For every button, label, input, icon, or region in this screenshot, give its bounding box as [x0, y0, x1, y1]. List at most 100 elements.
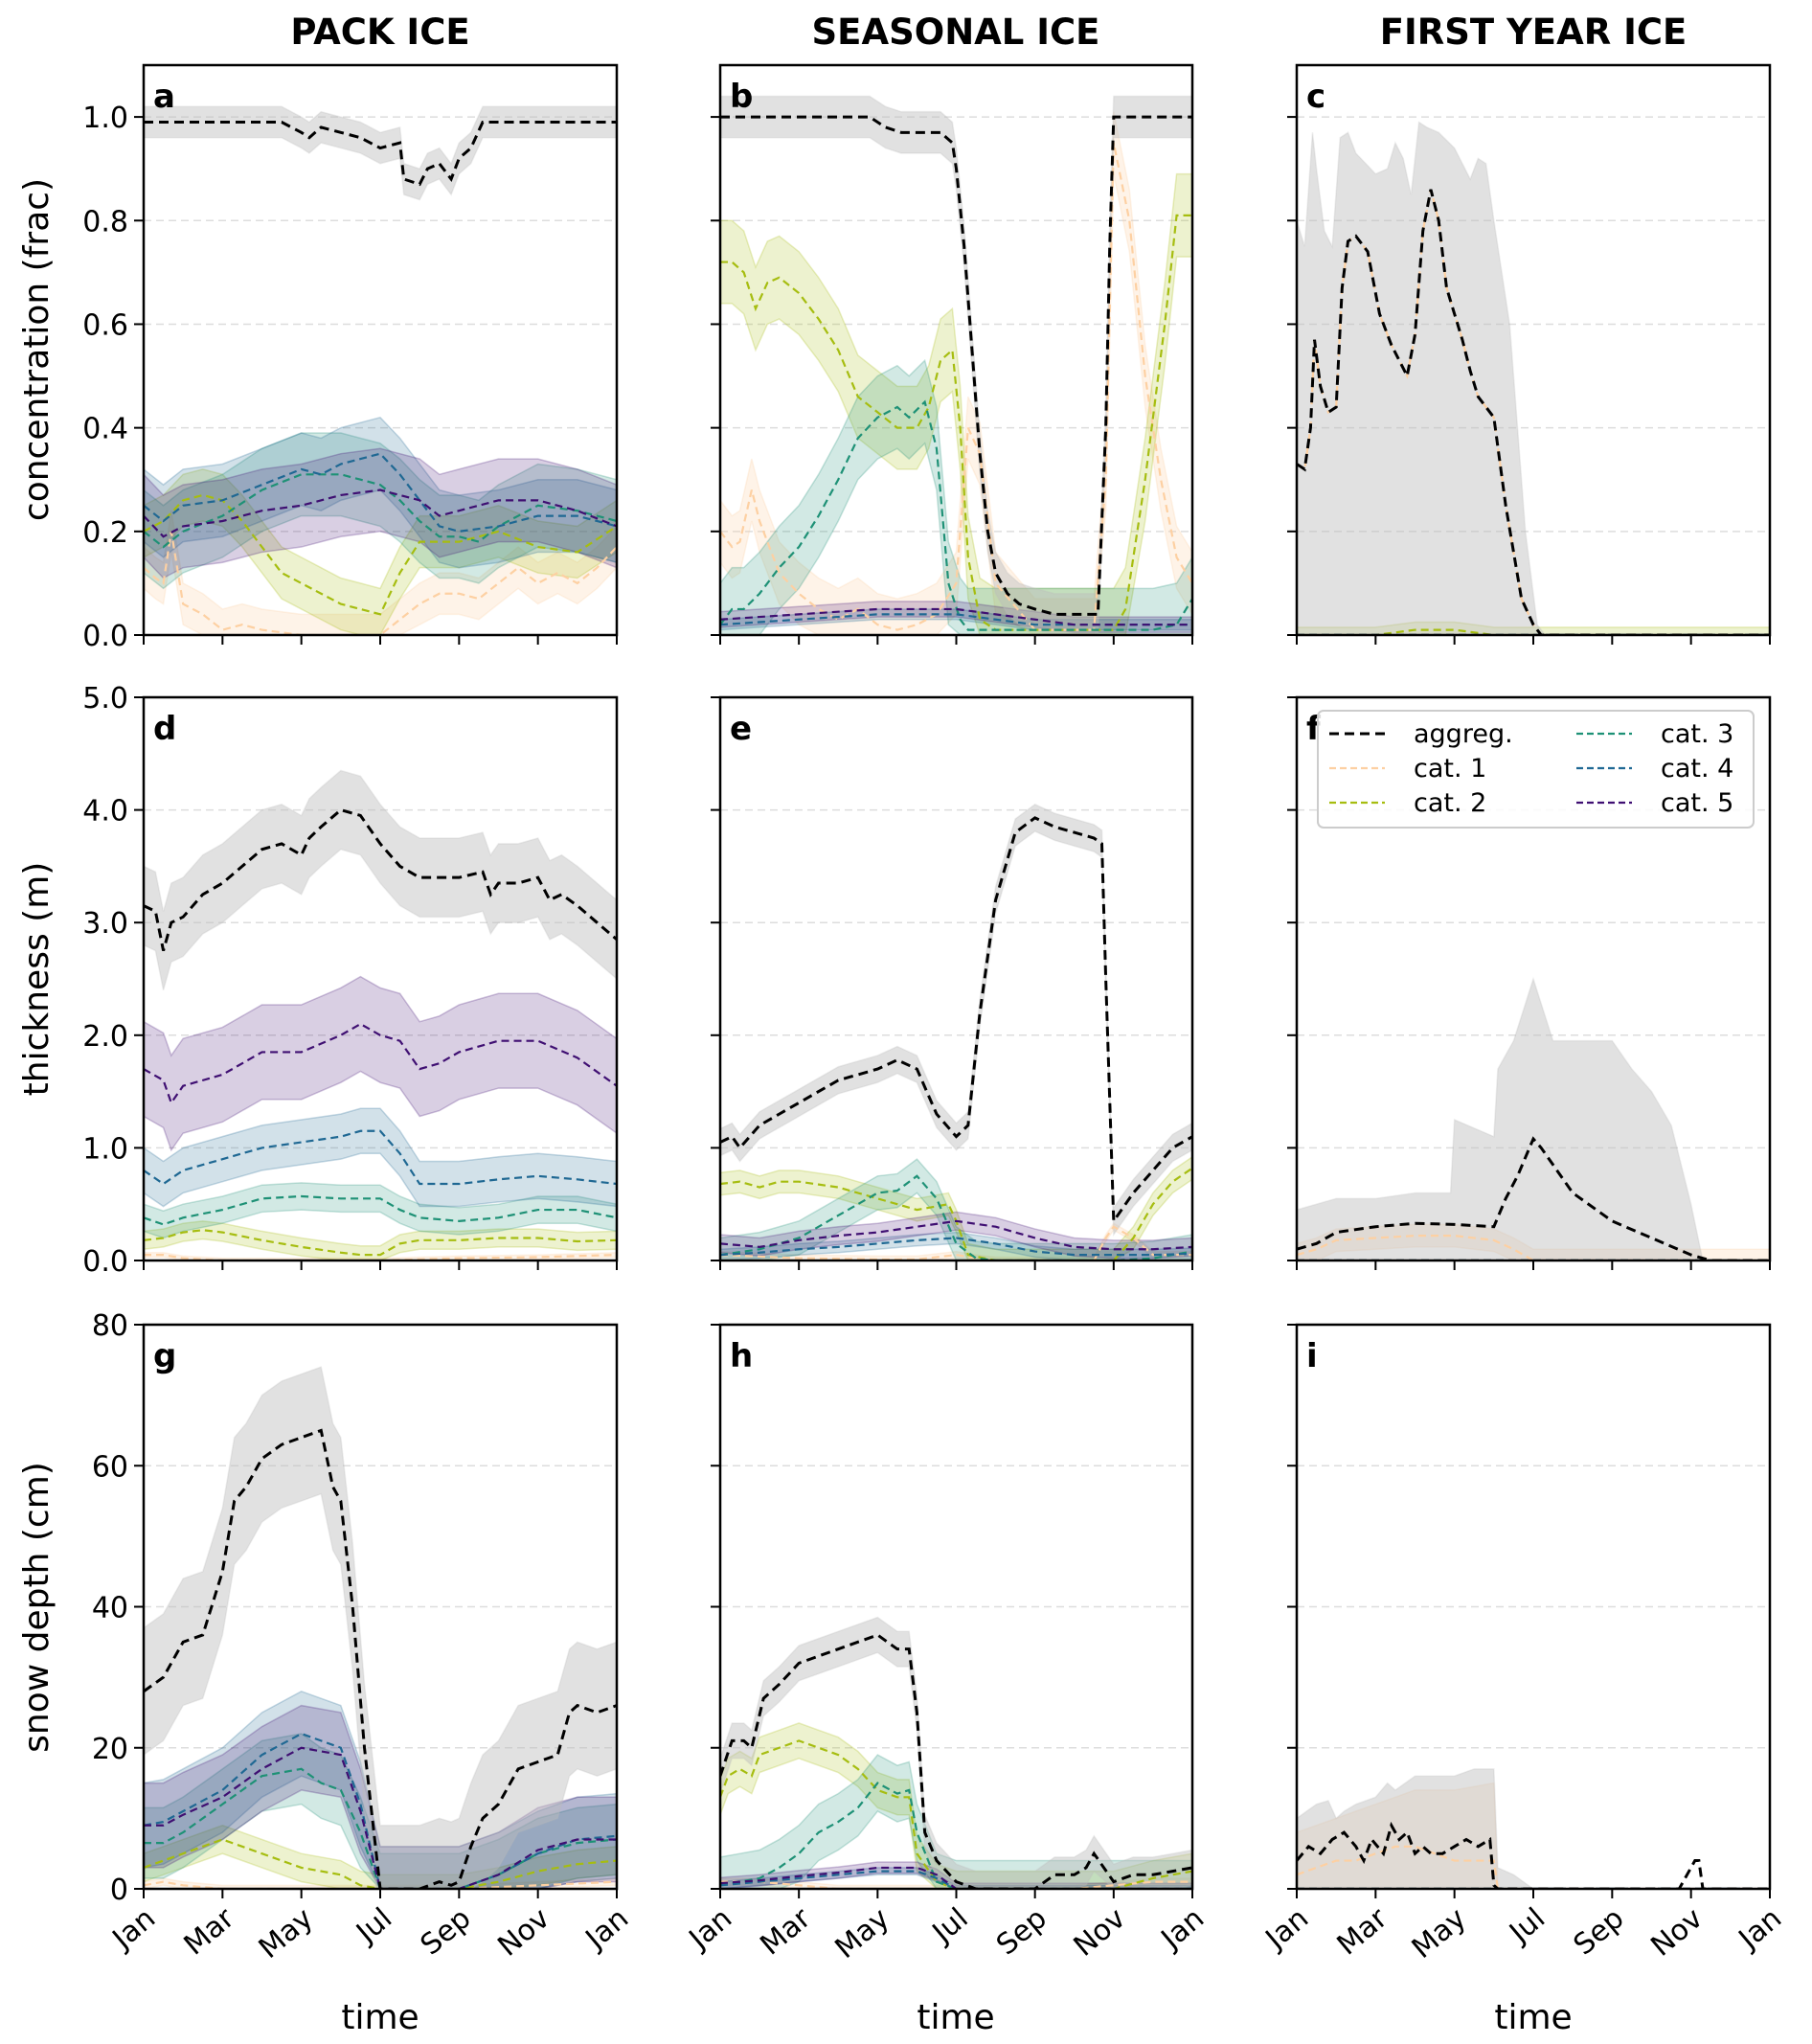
ytick-label: 4.0	[82, 795, 128, 829]
panel-e: e	[711, 695, 1194, 1270]
line-cat5	[144, 1022, 617, 1105]
line-cat2	[144, 493, 617, 616]
xtick-label: Jan	[578, 1901, 635, 1957]
xlabel-col-3: time	[1494, 1998, 1572, 2037]
plot-area	[144, 105, 617, 635]
band-cat3	[144, 1733, 617, 1889]
band-aggreg	[1297, 1768, 1770, 1889]
panel-label-e: e	[730, 710, 752, 748]
ytick-label: 60	[92, 1450, 128, 1484]
band-aggreg	[720, 803, 1192, 1238]
line-aggreg	[720, 115, 1192, 616]
ytick-label: 0.6	[82, 308, 128, 342]
legend-box	[1317, 710, 1755, 829]
xtick-label: Mar	[1331, 1901, 1394, 1963]
xlabel-col-2: time	[917, 1998, 994, 2037]
legend-label-aggreg: aggreg.	[1414, 719, 1513, 749]
y-axis-labels: concentration (frac) thickness (m) snow …	[17, 178, 57, 1753]
column-titles: PACK ICE SEASONAL ICE FIRST YEAR ICE	[290, 11, 1687, 53]
panel-i: Jan Mar May Jul Sep Nov Jan i	[1258, 1323, 1788, 1965]
line-cat4	[144, 1129, 617, 1186]
panel-label-a: a	[153, 78, 175, 116]
band-cat1	[144, 511, 617, 635]
line-cat5	[720, 1219, 1192, 1251]
xtick-label: Jul	[925, 1901, 975, 1950]
ylabel-concentration: concentration (frac)	[17, 178, 57, 521]
line-aggreg	[144, 807, 617, 952]
band-aggreg	[1297, 121, 1770, 635]
plot-area	[1297, 121, 1770, 635]
band-cat1	[720, 1877, 1192, 1889]
xtick-label: Jan	[682, 1901, 738, 1957]
ytick-label: 0.0	[82, 1245, 128, 1279]
plot-area	[1297, 1768, 1770, 1889]
ytick-label: 1.0	[82, 1132, 128, 1166]
line-cat3	[144, 1194, 617, 1226]
band-cat2	[144, 1824, 617, 1889]
band-cat2	[720, 1722, 1192, 1889]
column-title-seasonal-ice: SEASONAL ICE	[812, 11, 1100, 53]
plot-area	[720, 803, 1192, 1260]
line-cat3	[720, 1782, 1192, 1889]
line-cat5	[720, 607, 1192, 626]
ytick-label: 5.0	[82, 682, 128, 715]
band-aggreg	[720, 95, 1192, 635]
band-aggreg	[144, 1366, 617, 1889]
band-cat5	[144, 975, 617, 1152]
legend-label-cat3: cat. 3	[1661, 719, 1733, 749]
line-cat2	[144, 1229, 617, 1257]
band-cat4	[144, 416, 617, 569]
band-aggreg	[1297, 976, 1770, 1260]
panel-d: 0.0 1.0 2.0 3.0 4.0 5.0 d	[82, 682, 619, 1279]
panel-label-d: d	[153, 710, 176, 748]
ytick-label: 40	[92, 1592, 128, 1625]
panel-c: c	[1287, 63, 1772, 645]
band-cat1	[1297, 1782, 1770, 1889]
panel-label-b: b	[730, 78, 753, 116]
xlabel-col-1: time	[341, 1998, 419, 2037]
xtick-label: Nov	[491, 1901, 555, 1963]
legend: aggreg. cat. 1 cat. 2 cat. 3 cat. 4 cat. 5	[1317, 710, 1755, 829]
xtick-label: May	[828, 1901, 895, 1965]
ytick-label: 20	[92, 1733, 128, 1766]
panel-g: 0 20 40 60 80 Jan Mar May Jul Sep Nov Jan g	[92, 1309, 635, 1965]
line-cat4	[144, 1732, 617, 1889]
panel-a: 0.0 0.2 0.4 0.6 0.8 1.0 a	[82, 63, 619, 653]
panel-h: Jan Mar May Jul Sep Nov Jan h	[682, 1323, 1211, 1965]
panel-label-h: h	[730, 1337, 753, 1375]
column-title-first-year-ice: FIRST YEAR ICE	[1380, 11, 1687, 53]
ytick-label: 0.2	[82, 516, 128, 550]
xtick-label: Nov	[1068, 1901, 1132, 1963]
xtick-label: Jul	[1502, 1901, 1552, 1950]
line-aggreg	[1297, 189, 1770, 635]
ytick-label: 0.8	[82, 205, 128, 238]
column-title-pack-ice: PACK ICE	[290, 11, 469, 53]
panel-b: b	[711, 63, 1194, 645]
panel-label-c: c	[1306, 78, 1325, 116]
xtick-label: Mar	[178, 1901, 241, 1963]
x-axis-labels: time time time	[341, 1998, 1572, 2037]
xtick-label: Jul	[349, 1901, 398, 1950]
band-cat5	[144, 1704, 617, 1889]
xtick-label: May	[1406, 1901, 1473, 1965]
legend-label-cat2: cat. 2	[1414, 788, 1486, 818]
xtick-label: Jan	[1732, 1901, 1788, 1957]
line-aggreg	[144, 1428, 617, 1889]
plot-area	[720, 1616, 1192, 1889]
xtick-label: Sep	[990, 1901, 1053, 1962]
band-aggreg	[144, 105, 617, 201]
line-cat2	[1297, 628, 1770, 635]
line-cat1	[144, 1880, 617, 1889]
line-cat5	[720, 1866, 1192, 1889]
line-aggreg	[720, 816, 1192, 1226]
panels: 0.0 0.2 0.4 0.6 0.8 1.0 a b c 0.0 1.0 2.0 3.0 4.0 5.0 d…	[82, 63, 1788, 1965]
xtick-label: Jan	[105, 1901, 162, 1957]
legend-label-cat4: cat. 4	[1661, 754, 1733, 784]
line-cat4	[720, 1237, 1192, 1257]
xtick-label: May	[253, 1901, 320, 1965]
band-cat5	[720, 1211, 1192, 1260]
band-cat4	[144, 1691, 617, 1889]
band-cat3	[720, 1158, 1192, 1260]
